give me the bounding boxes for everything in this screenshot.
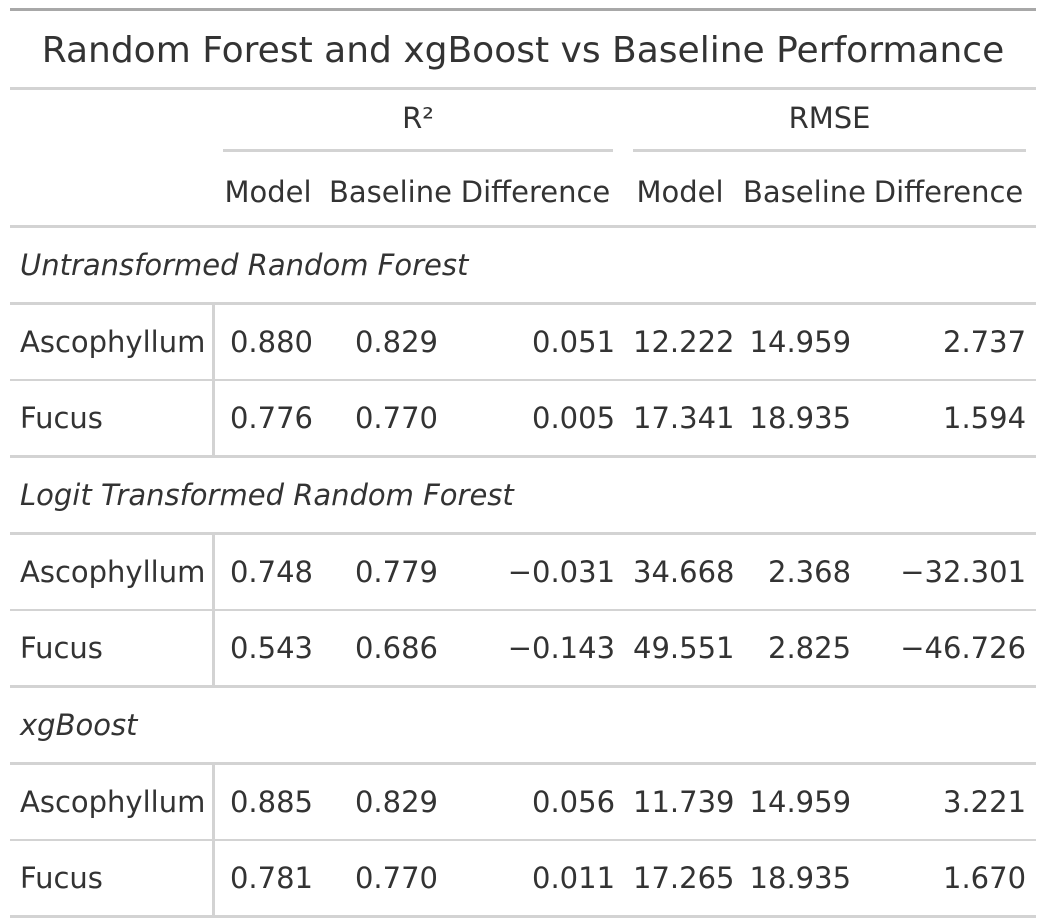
table-cell: 17.341 <box>623 380 738 458</box>
row-label: Fucus <box>10 840 215 918</box>
group-label: Logit Transformed Random Forest <box>10 456 1037 535</box>
group-label: Untransformed Random Forest <box>10 226 1037 305</box>
table-cell: −46.726 <box>861 610 1037 688</box>
table-cell: 14.959 <box>737 763 862 841</box>
group-row-untransformed-rf: Untransformed Random Forest <box>10 226 1037 305</box>
table-cell: 0.829 <box>323 763 448 841</box>
row-label: Fucus <box>10 380 215 458</box>
column-header-rmse-difference: Difference <box>861 159 1037 228</box>
table-row: Ascophyllum 0.880 0.829 0.051 12.222 14.… <box>10 303 1037 381</box>
table-cell: 0.748 <box>213 533 323 611</box>
table-cell: 0.011 <box>448 840 624 918</box>
stub-column-header <box>10 159 213 228</box>
table-cell: −0.143 <box>448 610 624 688</box>
column-header-row: Model Baseline Difference Model Baseline… <box>10 159 1037 228</box>
table-row: Ascophyllum 0.748 0.779 −0.031 34.668 2.… <box>10 533 1037 611</box>
performance-table: R² RMSE Model Baseline Difference Model … <box>10 90 1037 918</box>
table-cell: 0.776 <box>213 380 323 458</box>
table-cell: 3.221 <box>861 763 1037 841</box>
rmse-spanner: RMSE <box>623 90 1036 159</box>
column-header-rmse-baseline: Baseline <box>737 159 866 228</box>
table-cell: 18.935 <box>737 380 862 458</box>
table-cell: 0.779 <box>323 533 448 611</box>
table-cell: 0.005 <box>448 380 624 458</box>
table-cell: 2.825 <box>737 610 862 688</box>
table-cell: 0.829 <box>323 303 448 381</box>
r2-spanner-label: R² <box>223 101 614 152</box>
table-cell: 0.543 <box>213 610 323 688</box>
results-table: Random Forest and xgBoost vs Baseline Pe… <box>10 8 1037 918</box>
table-row: Fucus 0.776 0.770 0.005 17.341 18.935 1.… <box>10 380 1037 458</box>
table-cell: 0.056 <box>448 763 624 841</box>
stub-header <box>10 90 213 159</box>
spanner-row: R² RMSE <box>10 90 1036 159</box>
table-cell: 14.959 <box>737 303 862 381</box>
table-cell: 0.880 <box>213 303 323 381</box>
table-cell: 2.368 <box>737 533 862 611</box>
table-cell: 17.265 <box>623 840 738 918</box>
table-row: Fucus 0.543 0.686 −0.143 49.551 2.825 −4… <box>10 610 1037 688</box>
table-cell: 34.668 <box>623 533 738 611</box>
column-header-r2-baseline: Baseline <box>323 159 452 228</box>
table-cell: 0.686 <box>323 610 448 688</box>
table-cell: 0.770 <box>323 840 448 918</box>
r2-spanner: R² <box>213 90 623 159</box>
group-row-logit-rf: Logit Transformed Random Forest <box>10 456 1037 535</box>
row-label: Ascophyllum <box>10 533 215 611</box>
table-row: Ascophyllum 0.885 0.829 0.056 11.739 14.… <box>10 763 1037 841</box>
group-row-xgboost: xgBoost <box>10 686 1037 765</box>
column-header-r2-difference: Difference <box>448 159 624 228</box>
table-cell: 18.935 <box>737 840 862 918</box>
group-label: xgBoost <box>10 686 1037 765</box>
table-cell: 12.222 <box>623 303 738 381</box>
table-title: Random Forest and xgBoost vs Baseline Pe… <box>10 11 1036 90</box>
column-header-r2-model: Model <box>213 159 323 228</box>
table-cell: 1.594 <box>861 380 1037 458</box>
table-cell: 0.051 <box>448 303 624 381</box>
table-cell: 1.670 <box>861 840 1037 918</box>
table-cell: 0.770 <box>323 380 448 458</box>
rmse-spanner-label: RMSE <box>633 101 1027 152</box>
table-cell: −0.031 <box>448 533 624 611</box>
column-header-rmse-model: Model <box>623 159 738 228</box>
row-label: Ascophyllum <box>10 763 215 841</box>
row-label: Fucus <box>10 610 215 688</box>
table-row: Fucus 0.781 0.770 0.011 17.265 18.935 1.… <box>10 840 1037 918</box>
table-cell: −32.301 <box>861 533 1037 611</box>
row-label: Ascophyllum <box>10 303 215 381</box>
table-cell: 11.739 <box>623 763 738 841</box>
table-cell: 2.737 <box>861 303 1037 381</box>
table-cell: 0.781 <box>213 840 323 918</box>
table-cell: 49.551 <box>623 610 738 688</box>
table-cell: 0.885 <box>213 763 323 841</box>
